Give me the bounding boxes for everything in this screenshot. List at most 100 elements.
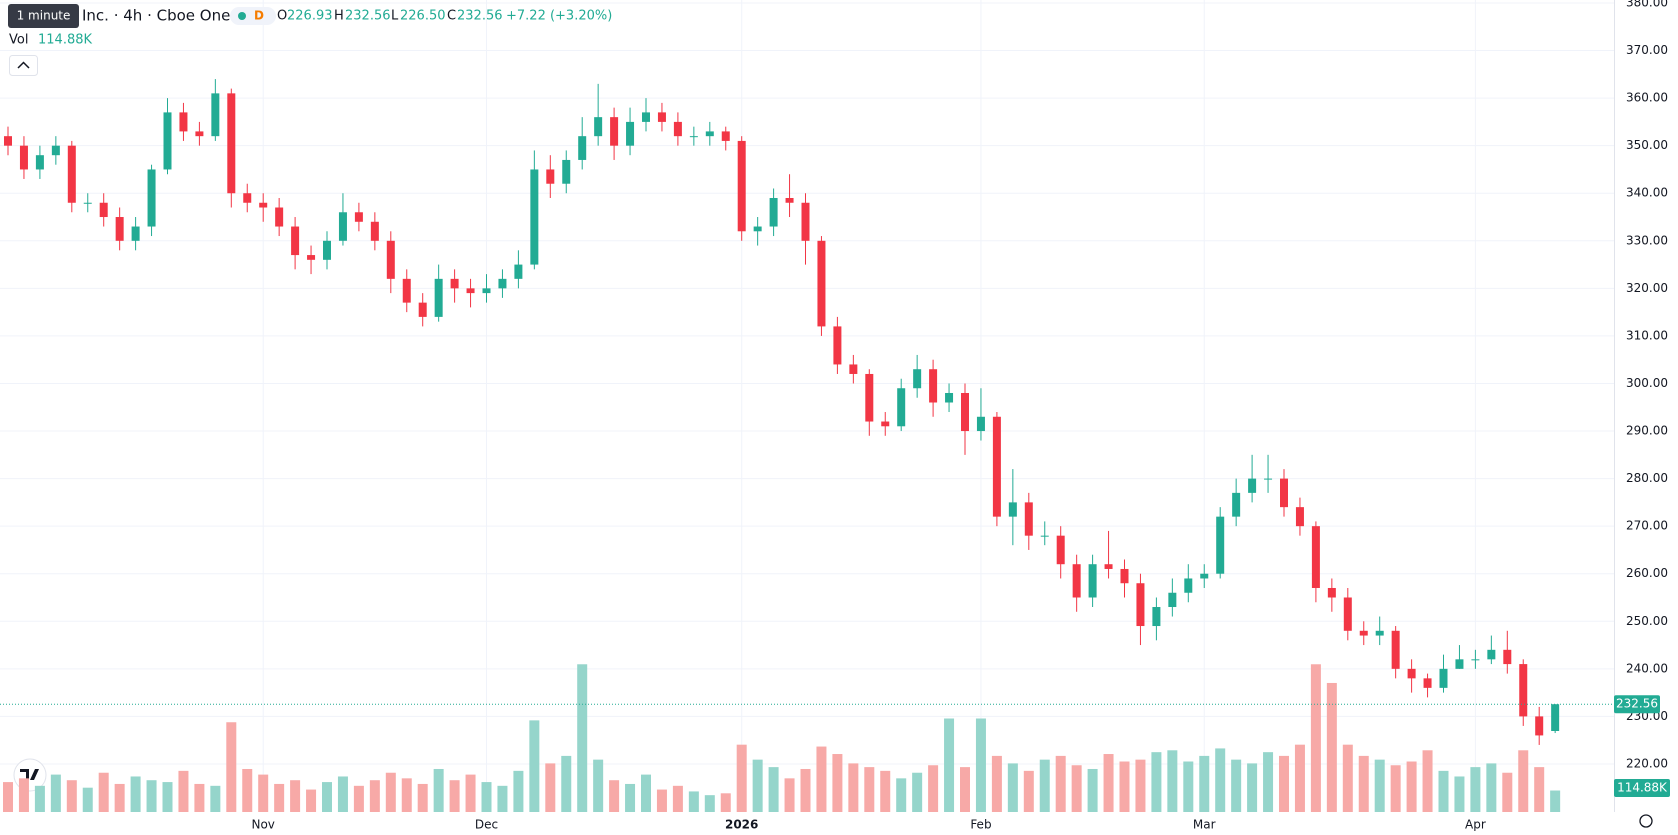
y-tick-label: 340.00	[1626, 186, 1668, 200]
volume-bar	[944, 718, 955, 812]
volume-bar	[34, 785, 45, 812]
volume-bar	[672, 785, 683, 812]
volume-bar	[641, 774, 651, 812]
candle-body	[785, 197, 794, 203]
volume-bar	[1390, 765, 1401, 812]
x-tick-label: 2026	[725, 818, 758, 832]
volume-bar	[768, 767, 779, 812]
candle-body	[769, 197, 778, 227]
collapse-button[interactable]	[9, 55, 38, 76]
candle-body	[354, 212, 363, 222]
volume-bar	[545, 763, 556, 812]
change: +7.22 (+3.20%)	[506, 9, 612, 24]
y-tick-label: 240.00	[1626, 661, 1668, 675]
volume-bar	[497, 785, 508, 812]
ohlc-key: C	[447, 9, 456, 24]
volume-bar	[146, 780, 157, 812]
candle-body	[1455, 659, 1464, 669]
tooltip	[8, 4, 79, 28]
y-tick-label: 380.00	[1626, 0, 1668, 10]
volume-bar	[417, 783, 428, 812]
ohlc-value: 226.50	[400, 9, 446, 24]
volume-bar	[736, 744, 747, 812]
volume-bar	[832, 754, 843, 812]
volume-bar	[800, 768, 811, 812]
candle-body	[1535, 716, 1544, 736]
candle-body	[976, 416, 985, 432]
volume-bar	[449, 780, 460, 812]
volume-bar	[194, 783, 205, 812]
candle-body	[386, 240, 395, 279]
volume-bar	[1247, 763, 1258, 812]
candle-body	[817, 240, 826, 327]
candle-body	[865, 373, 874, 422]
y-tick-label: 300.00	[1626, 376, 1668, 390]
candle-body	[1136, 583, 1145, 627]
symbol-title: Inc. · 4h · Cboe One	[82, 7, 230, 25]
volume-bar	[880, 770, 891, 812]
ohlc-value: 232.56	[457, 9, 503, 24]
candle-body	[961, 392, 969, 432]
volume-bar	[1103, 754, 1114, 812]
volume-bar	[66, 780, 77, 812]
candle-body	[418, 302, 427, 317]
volume-bar	[1294, 744, 1305, 812]
volume-bar	[385, 772, 396, 812]
volume-tag-label: 114.88K	[1617, 781, 1668, 795]
volume-bar	[1486, 763, 1497, 812]
candle-body	[721, 131, 730, 141]
candle-body	[1391, 630, 1400, 669]
volume-bar	[130, 776, 141, 812]
volume-bar	[1454, 776, 1465, 812]
volume-bar	[720, 793, 731, 812]
status-pill[interactable]	[230, 7, 276, 25]
x-tick-label: Mar	[1193, 818, 1216, 832]
settings-button[interactable]	[1639, 814, 1653, 828]
candle-body	[498, 278, 507, 289]
last-price-tag	[1614, 695, 1660, 714]
last-price-label: 232.56	[1616, 697, 1658, 711]
volume-bar	[226, 722, 237, 812]
candle-body	[434, 278, 443, 317]
volume-bar	[3, 782, 13, 812]
candle-body	[338, 212, 347, 241]
volume-bar	[353, 785, 364, 812]
candle-body	[4, 136, 12, 146]
data-badge: D	[254, 9, 264, 23]
volume-bar	[98, 772, 109, 812]
candle-body	[1168, 592, 1177, 608]
volume-bar	[991, 755, 1002, 812]
candle-body	[99, 202, 108, 218]
candle-body	[1343, 597, 1352, 631]
volume-bar	[178, 770, 189, 812]
volume-bar	[114, 783, 125, 812]
volume-bar	[258, 774, 269, 812]
candle-body	[1375, 630, 1384, 636]
candle-body	[370, 221, 379, 241]
candle-body	[147, 169, 156, 227]
volume-bar	[210, 785, 221, 812]
volume-bar	[1550, 790, 1561, 812]
ohlc-value: 232.56	[345, 9, 391, 24]
candle-body	[546, 169, 555, 184]
volume-bar	[928, 765, 939, 812]
volume-bar	[1231, 759, 1242, 812]
candle-body	[673, 121, 682, 137]
volume-bar	[1358, 755, 1369, 812]
volume-bar	[1374, 759, 1385, 812]
candle-body	[530, 169, 539, 265]
candle-body	[1295, 507, 1304, 527]
x-tick-label: Feb	[970, 818, 991, 832]
candle-body	[1327, 587, 1336, 598]
candle-body	[1264, 478, 1273, 480]
candle-body	[323, 240, 331, 260]
candle-body	[1487, 649, 1496, 660]
volume-bar	[704, 795, 715, 812]
candle-body	[514, 264, 523, 279]
candle-body	[19, 145, 28, 170]
y-tick-label: 260.00	[1626, 566, 1668, 580]
volume-bar	[1055, 755, 1066, 812]
ohlc-key: H	[334, 9, 344, 24]
ohlc-key: L	[391, 9, 399, 24]
